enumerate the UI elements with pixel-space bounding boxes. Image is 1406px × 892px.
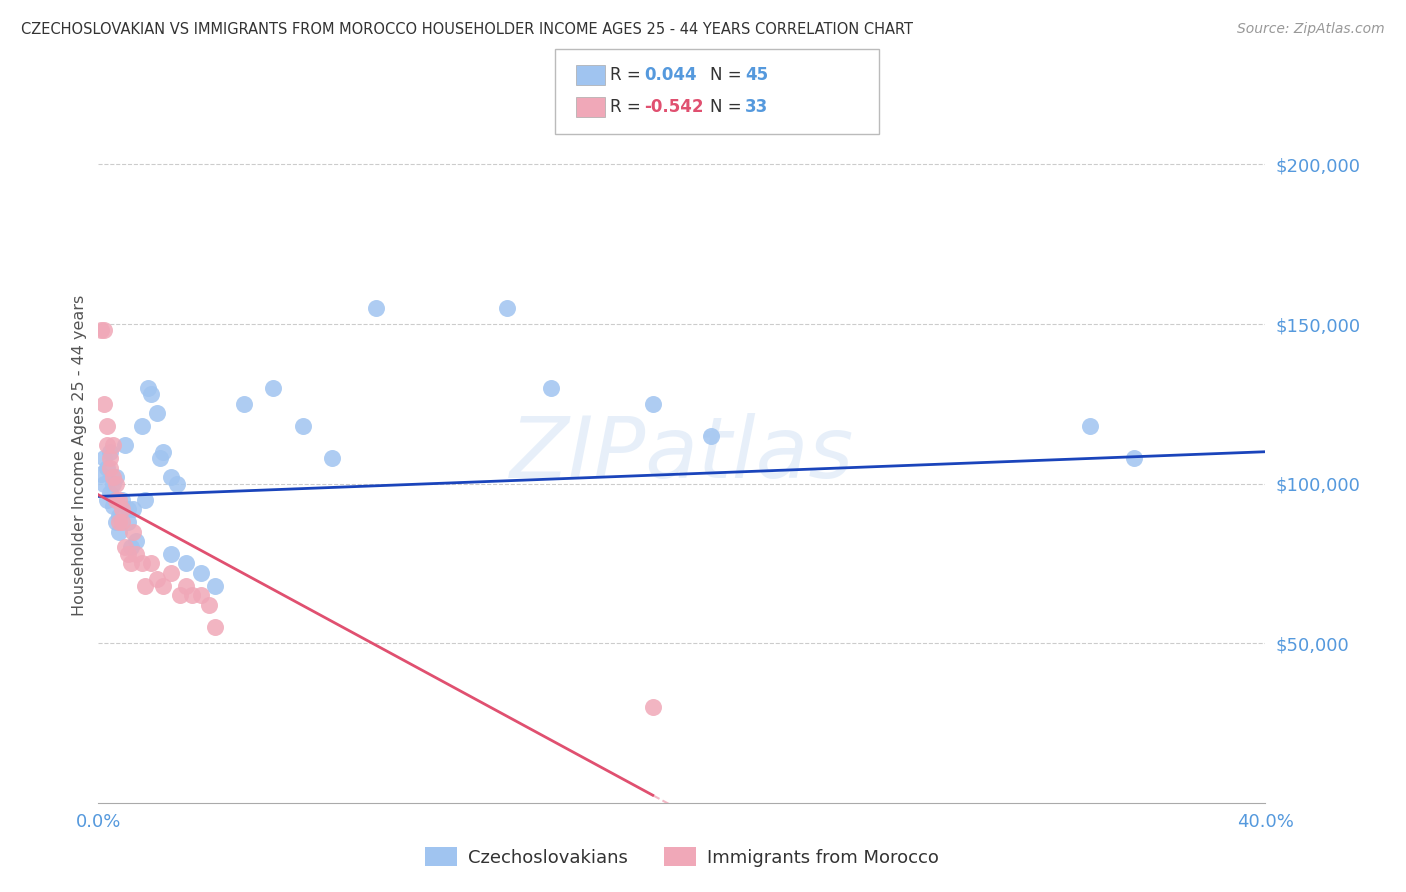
Point xyxy=(96,460,118,475)
Point xyxy=(700,429,723,443)
Point xyxy=(190,566,212,580)
Point xyxy=(1123,451,1146,466)
Point xyxy=(108,508,131,523)
Point xyxy=(190,588,212,602)
Point xyxy=(96,438,118,452)
Point xyxy=(104,515,127,529)
Point xyxy=(139,387,162,401)
Text: R =: R = xyxy=(610,98,647,116)
Point xyxy=(101,438,124,452)
Point xyxy=(93,323,115,337)
Point xyxy=(122,524,145,539)
Point xyxy=(198,598,221,612)
Point xyxy=(204,620,226,634)
Text: N =: N = xyxy=(710,66,747,84)
Text: Source: ZipAtlas.com: Source: ZipAtlas.com xyxy=(1237,22,1385,37)
Point xyxy=(117,515,139,529)
Point xyxy=(125,534,148,549)
Point xyxy=(160,470,183,484)
Point xyxy=(146,406,169,420)
Point xyxy=(93,397,115,411)
Point xyxy=(146,573,169,587)
Point xyxy=(104,492,127,507)
Point xyxy=(96,492,118,507)
Point xyxy=(152,579,174,593)
Point xyxy=(108,524,131,539)
Legend: Czechoslovakians, Immigrants from Morocco: Czechoslovakians, Immigrants from Morocc… xyxy=(418,840,946,874)
Point xyxy=(641,397,664,411)
Point xyxy=(152,444,174,458)
Point xyxy=(98,486,121,500)
Point xyxy=(291,419,314,434)
Text: CZECHOSLOVAKIAN VS IMMIGRANTS FROM MOROCCO HOUSEHOLDER INCOME AGES 25 - 44 YEARS: CZECHOSLOVAKIAN VS IMMIGRANTS FROM MOROC… xyxy=(21,22,912,37)
Point xyxy=(262,381,284,395)
Point xyxy=(120,557,142,571)
Point xyxy=(93,451,115,466)
Point xyxy=(98,460,121,475)
Point xyxy=(117,502,139,516)
Point xyxy=(114,541,136,555)
Point xyxy=(101,476,124,491)
Point xyxy=(111,492,134,507)
Point xyxy=(125,547,148,561)
Point xyxy=(160,547,183,561)
Point xyxy=(90,467,112,481)
Point xyxy=(96,419,118,434)
Point xyxy=(114,438,136,452)
Point xyxy=(131,557,153,571)
Point xyxy=(111,502,134,516)
Point xyxy=(120,541,142,555)
Point xyxy=(108,492,131,507)
Point xyxy=(101,470,124,484)
Point xyxy=(160,566,183,580)
Point xyxy=(104,470,127,484)
Point xyxy=(174,579,197,593)
Point xyxy=(136,381,159,395)
Point xyxy=(321,451,343,466)
Point xyxy=(108,515,131,529)
Point xyxy=(204,579,226,593)
Point xyxy=(149,451,172,466)
Point xyxy=(101,499,124,513)
Point xyxy=(540,381,562,395)
Point xyxy=(90,323,112,337)
Point xyxy=(139,557,162,571)
Point xyxy=(104,492,127,507)
Point xyxy=(98,451,121,466)
Text: ZIPatlas: ZIPatlas xyxy=(510,413,853,497)
Text: N =: N = xyxy=(710,98,747,116)
Point xyxy=(364,301,387,315)
Point xyxy=(233,397,256,411)
Point xyxy=(169,588,191,602)
Point xyxy=(1080,419,1102,434)
Point xyxy=(131,419,153,434)
Text: -0.542: -0.542 xyxy=(644,98,703,116)
Point xyxy=(174,557,197,571)
Point xyxy=(98,444,121,458)
Text: 33: 33 xyxy=(745,98,769,116)
Point xyxy=(134,579,156,593)
Point xyxy=(117,547,139,561)
Text: 45: 45 xyxy=(745,66,768,84)
Text: 0.044: 0.044 xyxy=(644,66,696,84)
Point xyxy=(111,515,134,529)
Point xyxy=(104,476,127,491)
Y-axis label: Householder Income Ages 25 - 44 years: Householder Income Ages 25 - 44 years xyxy=(72,294,87,615)
Text: R =: R = xyxy=(610,66,647,84)
Point xyxy=(134,492,156,507)
Point xyxy=(641,700,664,714)
Point xyxy=(166,476,188,491)
Point xyxy=(93,476,115,491)
Point xyxy=(180,588,202,602)
Point xyxy=(495,301,517,315)
Point xyxy=(122,502,145,516)
